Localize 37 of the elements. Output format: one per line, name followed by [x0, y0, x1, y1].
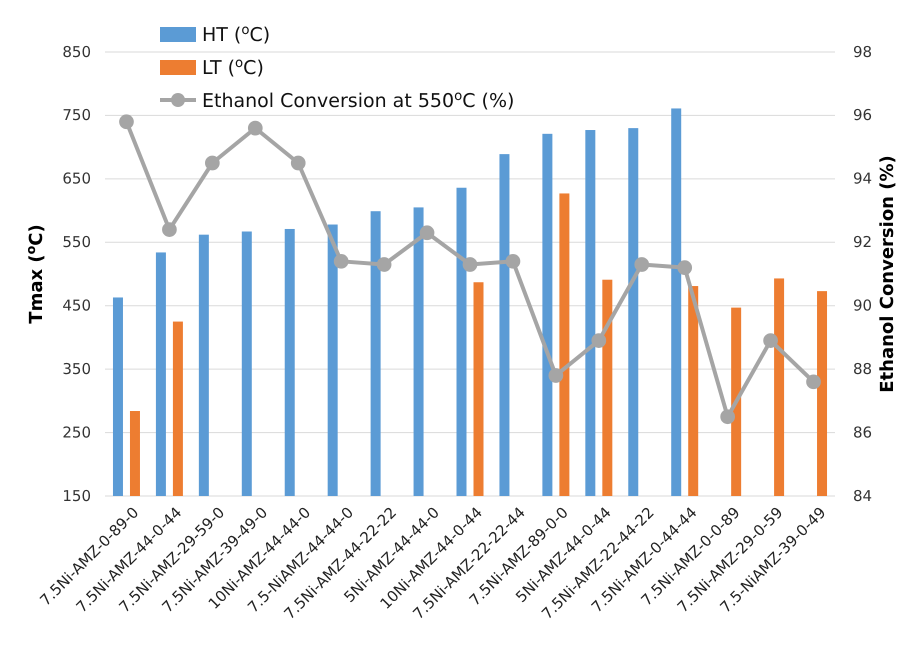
legend-label: Ethanol Conversion at 550$^{o}$C (%) — [202, 88, 514, 112]
y-tick-label: 150 — [62, 486, 91, 505]
y2-tick-label: 90 — [853, 296, 872, 315]
point — [290, 156, 306, 170]
y-tick-label: 850 — [62, 42, 91, 61]
y2-tick-label: 92 — [853, 233, 872, 252]
point — [720, 409, 736, 424]
point — [248, 120, 263, 136]
point — [420, 225, 434, 240]
y-tick-label: 250 — [62, 423, 91, 442]
point — [634, 257, 650, 272]
y-tick-label: 750 — [62, 106, 91, 124]
point — [162, 222, 177, 237]
legend-label: LT ($^{o}$C) — [202, 56, 264, 79]
legend-label: HT ($^{o}$C) — [202, 22, 270, 46]
point — [591, 333, 606, 348]
y2-tick-label: 96 — [853, 106, 872, 124]
y2-tick-label: 86 — [853, 423, 872, 442]
y-tick-label: 550 — [62, 233, 91, 252]
point — [806, 374, 821, 390]
y2-tick-label: 98 — [853, 42, 872, 61]
y-tick-label: 350 — [62, 360, 91, 378]
point — [462, 257, 478, 272]
point — [548, 368, 564, 383]
point — [376, 257, 392, 272]
point — [204, 156, 220, 170]
y2-tick-label: 88 — [853, 360, 872, 378]
y2-tick-label: 84 — [853, 486, 872, 505]
y-tick-label: 450 — [62, 296, 91, 315]
point — [334, 254, 349, 269]
y2-tick-label: 94 — [853, 170, 872, 188]
y-tick-label: 650 — [62, 170, 91, 188]
y2-axis-title: Ethanol Conversion (%) — [877, 155, 898, 393]
point — [763, 333, 778, 348]
point — [119, 114, 134, 130]
point — [506, 254, 520, 269]
point — [677, 260, 692, 275]
